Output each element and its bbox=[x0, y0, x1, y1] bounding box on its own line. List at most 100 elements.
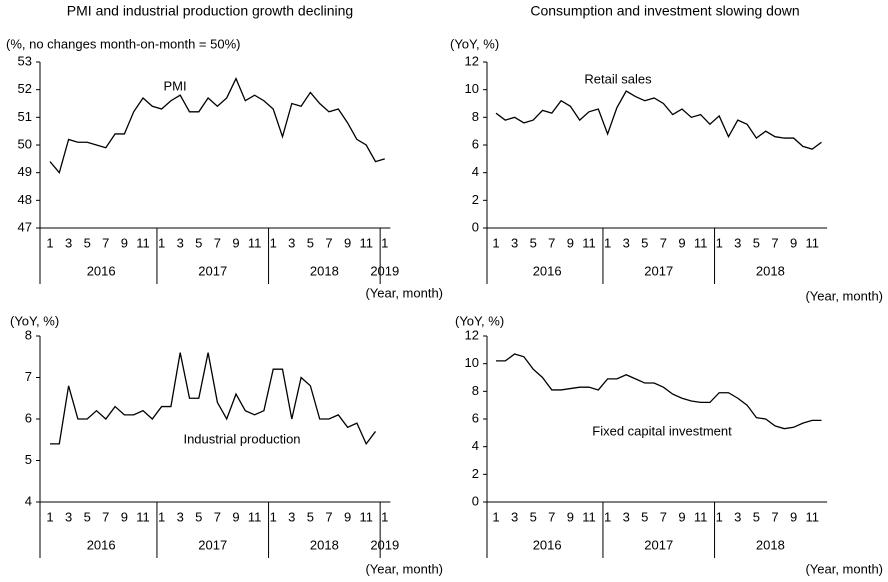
x-tick-label: 9 bbox=[121, 235, 128, 250]
y-tick-label: 8 bbox=[472, 109, 479, 124]
x-tick-label: 11 bbox=[248, 509, 262, 524]
series-label: Fixed capital investment bbox=[592, 423, 732, 438]
y-tick-label: 6 bbox=[25, 410, 32, 425]
y-tick-label: 4 bbox=[472, 438, 479, 453]
y-tick-label: 6 bbox=[472, 136, 479, 151]
x-tick-label: 7 bbox=[660, 509, 667, 524]
x-tick-label: 7 bbox=[771, 509, 778, 524]
x-axis-label: (Year, month) bbox=[805, 288, 883, 303]
x-tick-label: 11 bbox=[582, 509, 596, 524]
x-tick-label: 7 bbox=[660, 235, 667, 250]
y-tick-label: 7 bbox=[25, 369, 32, 384]
x-tick-label: 5 bbox=[195, 509, 202, 524]
x-tick-label: 7 bbox=[548, 509, 555, 524]
y-tick-label: 12 bbox=[465, 53, 479, 68]
year-label: 2018 bbox=[756, 537, 785, 552]
x-tick-label: 1 bbox=[604, 509, 611, 524]
y-tick-label: 10 bbox=[465, 81, 479, 96]
year-label: 2018 bbox=[310, 537, 339, 552]
y-axis-label: (YoY, %) bbox=[455, 313, 504, 328]
x-tick-label: 5 bbox=[753, 235, 760, 250]
y-tick-label: 2 bbox=[472, 192, 479, 207]
y-tick-label: 0 bbox=[472, 219, 479, 234]
x-tick-label: 3 bbox=[734, 509, 741, 524]
y-tick-label: 48 bbox=[18, 192, 32, 207]
y-tick-label: 8 bbox=[472, 383, 479, 398]
line-series bbox=[49, 77, 385, 175]
x-tick-label: 3 bbox=[65, 235, 72, 250]
x-tick-label: 7 bbox=[325, 235, 332, 250]
x-tick-label: 5 bbox=[307, 509, 314, 524]
x-tick-label: 9 bbox=[567, 509, 574, 524]
year-label: 2017 bbox=[198, 263, 227, 278]
line-series bbox=[496, 353, 822, 430]
y-tick-label: 8 bbox=[25, 327, 32, 342]
y-axis-label: (%, no changes month-on-month = 50%) bbox=[6, 36, 241, 51]
x-axis-label: (Year, month) bbox=[365, 285, 443, 300]
x-tick-label: 7 bbox=[102, 235, 109, 250]
x-tick-label: 3 bbox=[288, 235, 295, 250]
x-tick-label: 7 bbox=[102, 509, 109, 524]
x-tick-label: 9 bbox=[232, 235, 239, 250]
x-axis-label: (Year, month) bbox=[365, 561, 443, 576]
y-axis-label: (YoY, %) bbox=[450, 36, 499, 51]
x-tick-label: 9 bbox=[790, 509, 797, 524]
x-tick-label: 1 bbox=[716, 235, 723, 250]
x-tick-label: 7 bbox=[325, 509, 332, 524]
y-tick-label: 52 bbox=[18, 81, 32, 96]
x-tick-label: 9 bbox=[344, 235, 351, 250]
x-tick-label: 9 bbox=[567, 235, 574, 250]
x-tick-label: 1 bbox=[604, 235, 611, 250]
x-tick-label: 9 bbox=[790, 235, 797, 250]
x-tick-label: 1 bbox=[716, 509, 723, 524]
year-label: 2018 bbox=[756, 263, 785, 278]
year-label: 2018 bbox=[310, 263, 339, 278]
series-label: PMI bbox=[163, 78, 186, 93]
line-series bbox=[50, 352, 377, 446]
y-tick-label: 50 bbox=[18, 136, 32, 151]
x-tick-label: 5 bbox=[641, 509, 648, 524]
x-tick-label: 1 bbox=[381, 509, 388, 524]
y-tick-label: 2 bbox=[472, 466, 479, 481]
chart-title: Consumption and investment slowing down bbox=[530, 3, 799, 19]
x-tick-label: 7 bbox=[214, 235, 221, 250]
year-label: 2017 bbox=[644, 537, 673, 552]
y-tick-label: 5 bbox=[25, 452, 32, 467]
x-tick-label: 3 bbox=[177, 509, 184, 524]
x-tick-label: 3 bbox=[511, 235, 518, 250]
x-tick-label: 11 bbox=[582, 235, 596, 250]
y-tick-label: 53 bbox=[18, 53, 32, 68]
x-tick-label: 5 bbox=[84, 235, 91, 250]
x-tick-label: 9 bbox=[232, 509, 239, 524]
x-tick-label: 11 bbox=[136, 509, 150, 524]
x-tick-label: 11 bbox=[359, 235, 373, 250]
x-tick-label: 11 bbox=[805, 509, 819, 524]
x-tick-label: 1 bbox=[270, 509, 277, 524]
x-tick-label: 11 bbox=[136, 235, 150, 250]
year-label: 2019 bbox=[370, 263, 399, 278]
x-tick-label: 1 bbox=[381, 235, 388, 250]
x-tick-label: 3 bbox=[623, 509, 630, 524]
year-label: 2016 bbox=[533, 537, 562, 552]
x-tick-label: 11 bbox=[694, 509, 708, 524]
x-tick-label: 11 bbox=[248, 235, 262, 250]
x-tick-label: 5 bbox=[641, 235, 648, 250]
x-tick-label: 7 bbox=[214, 509, 221, 524]
x-tick-label: 9 bbox=[121, 509, 128, 524]
x-tick-label: 7 bbox=[548, 235, 555, 250]
year-label: 2017 bbox=[198, 537, 227, 552]
x-tick-label: 3 bbox=[511, 509, 518, 524]
x-tick-label: 5 bbox=[753, 509, 760, 524]
x-tick-label: 1 bbox=[46, 509, 53, 524]
x-tick-label: 5 bbox=[530, 235, 537, 250]
year-label: 2016 bbox=[533, 263, 562, 278]
x-tick-label: 11 bbox=[805, 235, 819, 250]
x-tick-label: 3 bbox=[65, 509, 72, 524]
y-axis-label: (YoY, %) bbox=[10, 313, 59, 328]
year-label: 2019 bbox=[370, 537, 399, 552]
line-series bbox=[495, 90, 822, 150]
y-tick-label: 4 bbox=[25, 493, 32, 508]
x-tick-label: 3 bbox=[623, 235, 630, 250]
y-tick-label: 49 bbox=[18, 164, 32, 179]
